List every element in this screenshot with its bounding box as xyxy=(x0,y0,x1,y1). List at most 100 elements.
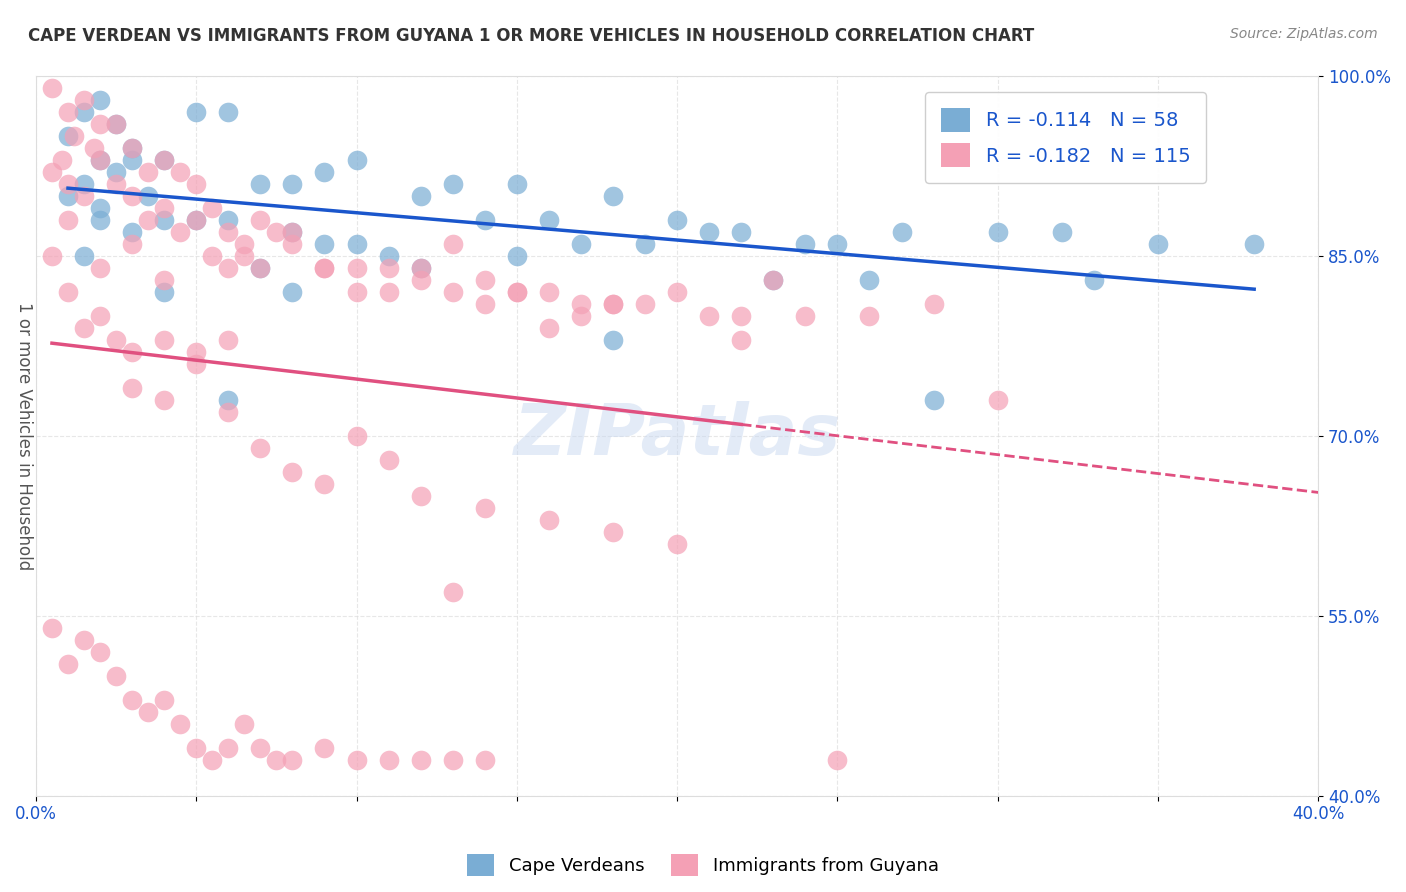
Point xyxy=(281,285,304,299)
Point xyxy=(83,140,105,154)
Point xyxy=(89,201,111,215)
Point xyxy=(346,428,368,442)
Point xyxy=(281,225,304,239)
Point xyxy=(121,140,143,154)
Point xyxy=(441,285,464,299)
Point xyxy=(730,225,752,239)
Point xyxy=(409,260,432,275)
Point xyxy=(186,212,208,227)
Point xyxy=(56,128,79,143)
Point xyxy=(730,309,752,323)
Point xyxy=(153,392,176,407)
Point xyxy=(314,740,336,755)
Point xyxy=(314,260,336,275)
Point xyxy=(105,164,128,178)
Point xyxy=(409,753,432,767)
Point xyxy=(634,296,657,310)
Point xyxy=(827,236,849,251)
Point xyxy=(105,177,128,191)
Point xyxy=(136,188,159,202)
Point xyxy=(153,201,176,215)
Point xyxy=(762,272,785,286)
Point xyxy=(506,177,529,191)
Point xyxy=(377,285,399,299)
Point xyxy=(441,584,464,599)
Point xyxy=(1050,225,1073,239)
Y-axis label: 1 or more Vehicles in Household: 1 or more Vehicles in Household xyxy=(15,301,34,570)
Point xyxy=(63,128,86,143)
Point xyxy=(314,164,336,178)
Text: ZIPatlas: ZIPatlas xyxy=(513,401,841,470)
Point xyxy=(1083,272,1105,286)
Point xyxy=(169,716,191,731)
Point xyxy=(153,212,176,227)
Point xyxy=(217,104,239,119)
Point xyxy=(537,212,560,227)
Point xyxy=(121,344,143,359)
Point xyxy=(922,296,945,310)
Point xyxy=(987,225,1010,239)
Point xyxy=(249,441,271,455)
Point xyxy=(666,285,689,299)
Point xyxy=(281,236,304,251)
Point xyxy=(987,392,1010,407)
Point xyxy=(537,285,560,299)
Point xyxy=(73,320,96,334)
Point xyxy=(346,260,368,275)
Point xyxy=(56,104,79,119)
Point xyxy=(474,500,496,515)
Point xyxy=(697,309,720,323)
Point xyxy=(201,753,224,767)
Point xyxy=(506,285,529,299)
Point xyxy=(569,309,592,323)
Point xyxy=(41,621,63,635)
Point xyxy=(105,669,128,683)
Point xyxy=(890,225,912,239)
Point xyxy=(281,465,304,479)
Point xyxy=(346,285,368,299)
Point xyxy=(186,357,208,371)
Point xyxy=(89,153,111,167)
Point xyxy=(266,225,288,239)
Point xyxy=(858,309,880,323)
Point xyxy=(281,177,304,191)
Point xyxy=(89,153,111,167)
Point xyxy=(506,285,529,299)
Point xyxy=(186,177,208,191)
Point xyxy=(314,260,336,275)
Point xyxy=(153,285,176,299)
Point xyxy=(697,225,720,239)
Point xyxy=(233,716,256,731)
Point xyxy=(602,524,624,539)
Point xyxy=(346,153,368,167)
Point xyxy=(441,236,464,251)
Point xyxy=(474,272,496,286)
Point xyxy=(169,164,191,178)
Point xyxy=(217,392,239,407)
Point xyxy=(569,296,592,310)
Point xyxy=(121,225,143,239)
Point xyxy=(537,320,560,334)
Point xyxy=(51,153,73,167)
Point xyxy=(217,740,239,755)
Point xyxy=(506,249,529,263)
Point xyxy=(858,272,880,286)
Point xyxy=(136,164,159,178)
Point xyxy=(1243,236,1265,251)
Point xyxy=(121,188,143,202)
Text: CAPE VERDEAN VS IMMIGRANTS FROM GUYANA 1 OR MORE VEHICLES IN HOUSEHOLD CORRELATI: CAPE VERDEAN VS IMMIGRANTS FROM GUYANA 1… xyxy=(28,27,1035,45)
Point xyxy=(56,657,79,671)
Point xyxy=(281,225,304,239)
Point xyxy=(474,753,496,767)
Point xyxy=(266,753,288,767)
Point xyxy=(249,740,271,755)
Point xyxy=(217,404,239,418)
Point xyxy=(153,272,176,286)
Point xyxy=(73,249,96,263)
Point xyxy=(233,236,256,251)
Point xyxy=(89,260,111,275)
Point xyxy=(56,212,79,227)
Point xyxy=(569,236,592,251)
Point xyxy=(217,212,239,227)
Point xyxy=(73,93,96,107)
